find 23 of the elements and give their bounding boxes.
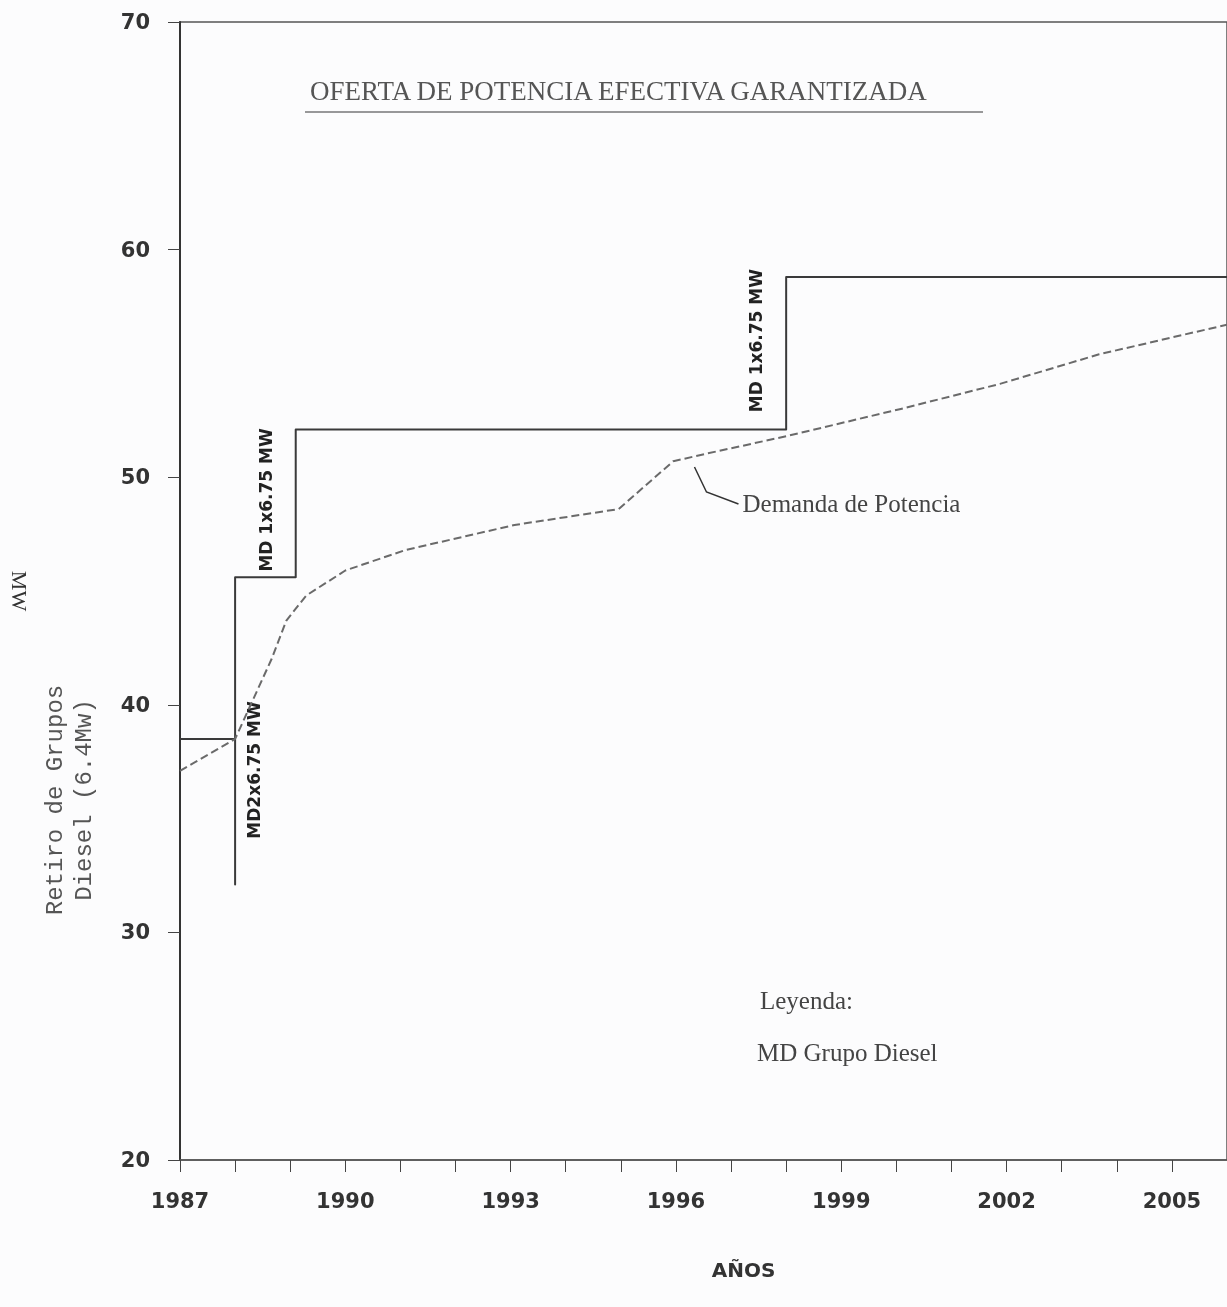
x-tick-label: 1990 (316, 1188, 375, 1213)
x-tick-label: 1993 (481, 1188, 540, 1213)
x-tick-label: 1996 (646, 1188, 706, 1213)
annotation: Demanda de Potencia (742, 490, 961, 518)
x-tick-label: 2002 (977, 1188, 1036, 1213)
y-tick-label: 60 (120, 237, 150, 262)
x-tick-label: 1999 (812, 1188, 871, 1213)
text: Retiro de Grupos Diesel (6.4Mw) (42, 684, 98, 916)
x-tick-label: 2005 (1142, 1188, 1202, 1213)
annotation: MD 1x6.75 MW (746, 268, 767, 413)
text: OFERTA DE POTENCIA EFECTIVA GARANTIZADA (310, 75, 928, 106)
annotation: MD 1x6.75 MW (255, 428, 276, 572)
annotation: MD Grupo Diesel (757, 1038, 938, 1066)
annotation: MD2x6.75 MW (244, 701, 264, 839)
x-axis-title: AÑOS (711, 1258, 776, 1282)
y-tick-label: 40 (120, 692, 150, 717)
y-tick-label: 30 (120, 920, 150, 945)
annotation: Leyenda: (760, 986, 854, 1014)
y-tick-label: 20 (120, 1148, 150, 1172)
y-tick-label: 50 (120, 465, 150, 490)
x-tick-label: 1987 (150, 1188, 210, 1213)
y-tick-label: 70 (120, 10, 150, 34)
y-axis-title: MW (6, 570, 32, 612)
